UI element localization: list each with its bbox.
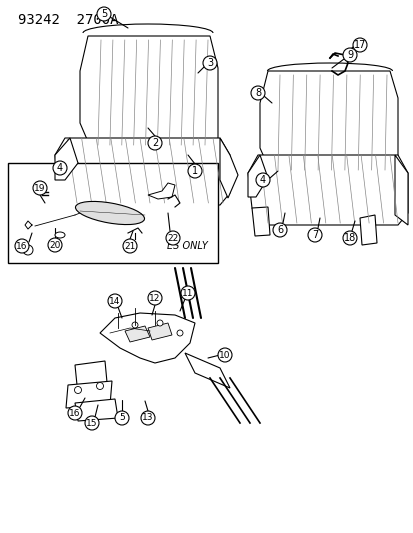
- Circle shape: [23, 245, 33, 255]
- Circle shape: [141, 411, 154, 425]
- Polygon shape: [66, 381, 112, 408]
- Text: 7: 7: [311, 230, 317, 240]
- Polygon shape: [359, 215, 376, 245]
- Circle shape: [85, 416, 99, 430]
- Text: 17: 17: [353, 40, 366, 50]
- Circle shape: [250, 86, 264, 100]
- Polygon shape: [252, 207, 269, 236]
- Circle shape: [177, 330, 183, 336]
- Text: 19: 19: [34, 183, 46, 192]
- Text: 4: 4: [57, 163, 63, 173]
- Circle shape: [147, 291, 161, 305]
- Circle shape: [180, 286, 195, 300]
- Text: ES ONLY: ES ONLY: [167, 241, 207, 251]
- Polygon shape: [100, 313, 195, 363]
- Polygon shape: [80, 36, 218, 151]
- Circle shape: [166, 231, 180, 245]
- Circle shape: [218, 348, 231, 362]
- Polygon shape: [55, 138, 230, 205]
- Circle shape: [74, 386, 81, 393]
- Polygon shape: [394, 155, 407, 225]
- Text: 15: 15: [86, 418, 97, 427]
- Circle shape: [147, 136, 161, 150]
- Polygon shape: [125, 326, 150, 342]
- Polygon shape: [58, 213, 80, 219]
- Circle shape: [33, 181, 47, 195]
- Text: 22: 22: [167, 233, 178, 243]
- Text: 1: 1: [192, 166, 197, 176]
- Polygon shape: [185, 220, 209, 231]
- Circle shape: [15, 239, 29, 253]
- Text: 10: 10: [219, 351, 230, 359]
- Circle shape: [53, 161, 67, 175]
- Circle shape: [188, 164, 202, 178]
- Ellipse shape: [75, 201, 144, 224]
- Text: 93242  2700A: 93242 2700A: [18, 13, 118, 27]
- Circle shape: [97, 7, 111, 21]
- Text: 4: 4: [259, 175, 266, 185]
- Text: 8: 8: [254, 88, 261, 98]
- Circle shape: [157, 320, 163, 326]
- Circle shape: [342, 231, 356, 245]
- Circle shape: [342, 48, 356, 62]
- Text: 6: 6: [276, 225, 282, 235]
- Polygon shape: [185, 353, 230, 388]
- Polygon shape: [60, 185, 78, 213]
- Polygon shape: [75, 399, 118, 421]
- Polygon shape: [190, 193, 207, 225]
- Circle shape: [202, 56, 216, 70]
- Circle shape: [352, 38, 366, 52]
- Circle shape: [96, 383, 103, 390]
- Ellipse shape: [55, 232, 65, 238]
- Text: 11: 11: [182, 288, 193, 297]
- Circle shape: [108, 294, 122, 308]
- Polygon shape: [55, 138, 78, 180]
- Text: 5: 5: [101, 9, 107, 19]
- Circle shape: [123, 239, 137, 253]
- Circle shape: [115, 411, 129, 425]
- Text: 16: 16: [69, 408, 81, 417]
- Text: 9: 9: [346, 50, 352, 60]
- Polygon shape: [147, 183, 175, 199]
- Circle shape: [48, 238, 62, 252]
- Text: 12: 12: [149, 294, 160, 303]
- Bar: [8, 163, 218, 263]
- Text: 5: 5: [119, 414, 125, 423]
- Polygon shape: [118, 191, 133, 220]
- Circle shape: [255, 173, 269, 187]
- Text: 18: 18: [343, 233, 355, 243]
- Text: 16: 16: [16, 241, 28, 251]
- Text: 2: 2: [152, 138, 158, 148]
- Circle shape: [272, 223, 286, 237]
- Text: 13: 13: [142, 414, 153, 423]
- Text: 20: 20: [49, 240, 61, 249]
- Polygon shape: [259, 71, 397, 175]
- Circle shape: [132, 322, 138, 328]
- Polygon shape: [219, 138, 237, 198]
- Circle shape: [307, 228, 321, 242]
- Polygon shape: [75, 361, 108, 395]
- Text: 21: 21: [124, 241, 135, 251]
- Polygon shape: [147, 323, 171, 340]
- Circle shape: [68, 406, 82, 420]
- Text: 14: 14: [109, 296, 121, 305]
- Text: 3: 3: [206, 58, 213, 68]
- Polygon shape: [247, 155, 267, 197]
- Polygon shape: [247, 155, 407, 225]
